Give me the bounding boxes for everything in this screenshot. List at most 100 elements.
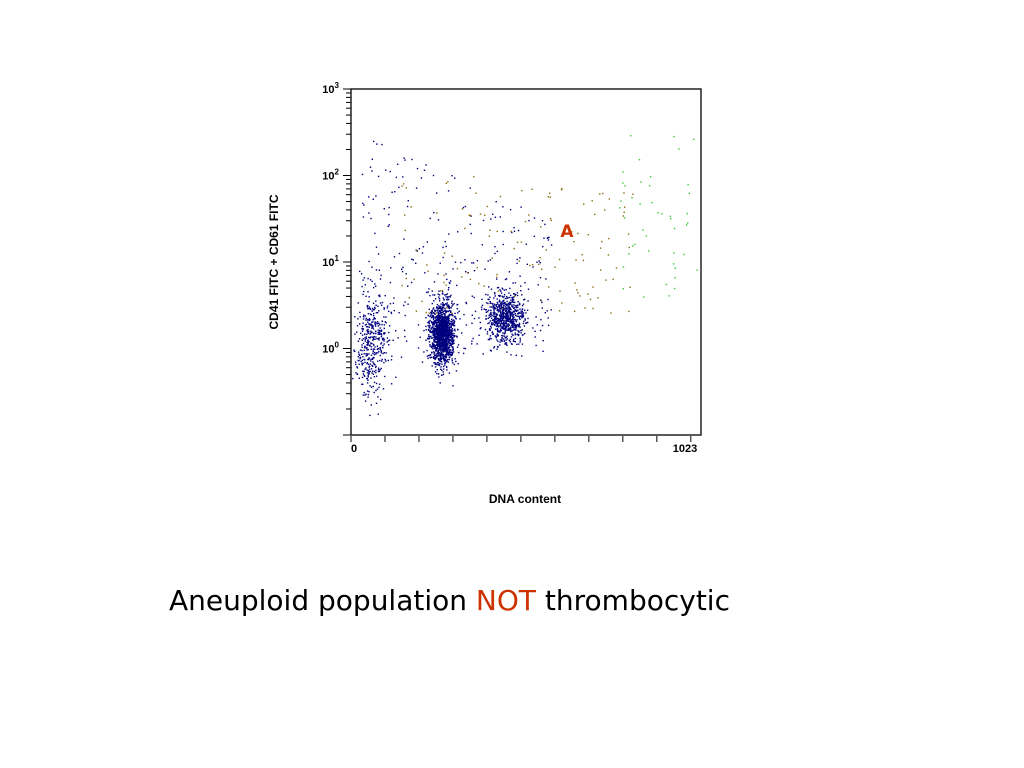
event-point bbox=[405, 277, 407, 280]
event-point bbox=[367, 396, 369, 398]
event-point bbox=[502, 335, 504, 337]
event-point bbox=[433, 321, 435, 323]
event-point bbox=[444, 324, 447, 326]
event-point bbox=[441, 326, 443, 329]
event-point bbox=[444, 334, 446, 336]
event-point bbox=[378, 295, 380, 297]
event-point bbox=[687, 222, 689, 224]
event-point bbox=[509, 326, 512, 328]
event-point bbox=[371, 170, 373, 172]
event-point bbox=[439, 332, 442, 335]
event-point bbox=[497, 303, 499, 305]
event-point bbox=[363, 204, 365, 206]
event-point bbox=[455, 317, 457, 319]
event-point bbox=[369, 307, 371, 310]
event-point bbox=[510, 294, 512, 297]
event-point bbox=[506, 300, 508, 303]
event-point bbox=[446, 302, 448, 304]
event-point bbox=[489, 320, 491, 322]
event-point bbox=[438, 359, 440, 361]
event-point bbox=[508, 310, 510, 312]
event-point bbox=[376, 321, 379, 323]
event-point bbox=[462, 206, 465, 209]
event-point bbox=[428, 320, 430, 323]
event-point bbox=[579, 295, 581, 297]
event-point bbox=[573, 240, 575, 243]
event-point bbox=[448, 317, 450, 320]
event-point bbox=[489, 306, 491, 308]
event-point bbox=[494, 317, 497, 319]
event-point bbox=[364, 324, 367, 326]
event-point bbox=[368, 323, 370, 325]
event-point bbox=[503, 340, 506, 342]
event-point bbox=[547, 239, 550, 241]
event-point bbox=[403, 183, 405, 185]
event-point bbox=[509, 209, 512, 211]
event-point bbox=[494, 315, 496, 318]
event-point bbox=[435, 346, 437, 349]
event-point bbox=[506, 316, 508, 319]
event-point bbox=[493, 323, 495, 325]
event-point bbox=[594, 213, 596, 216]
event-point bbox=[524, 309, 526, 311]
event-point bbox=[361, 327, 363, 330]
event-point bbox=[550, 219, 553, 222]
event-point bbox=[360, 360, 362, 363]
event-point bbox=[503, 301, 506, 304]
event-point bbox=[524, 319, 526, 321]
event-point bbox=[516, 262, 518, 265]
event-point bbox=[444, 346, 446, 348]
y-tick-label: 100 bbox=[322, 341, 339, 356]
event-point bbox=[375, 332, 377, 335]
event-point bbox=[520, 329, 522, 332]
event-point bbox=[451, 302, 453, 304]
event-point bbox=[379, 278, 382, 280]
event-point bbox=[526, 263, 528, 265]
event-point bbox=[513, 293, 516, 295]
event-point bbox=[519, 339, 522, 341]
event-point bbox=[444, 327, 446, 330]
event-point bbox=[447, 297, 449, 299]
event-point bbox=[445, 355, 447, 358]
event-point bbox=[501, 315, 504, 318]
event-point bbox=[439, 306, 441, 308]
event-point bbox=[438, 310, 440, 313]
event-point bbox=[441, 322, 443, 324]
event-point bbox=[432, 327, 434, 329]
event-point bbox=[501, 340, 503, 342]
event-point bbox=[451, 332, 454, 335]
event-point bbox=[435, 341, 437, 343]
event-point bbox=[534, 336, 536, 338]
event-point bbox=[489, 229, 491, 231]
event-point bbox=[368, 358, 370, 361]
event-point bbox=[449, 335, 451, 337]
event-point bbox=[437, 321, 439, 324]
event-point bbox=[623, 217, 626, 219]
event-point bbox=[368, 353, 370, 355]
event-point bbox=[521, 314, 524, 316]
event-point bbox=[438, 298, 441, 300]
event-point bbox=[378, 294, 381, 296]
event-point bbox=[511, 343, 513, 345]
event-point bbox=[521, 343, 524, 345]
event-point bbox=[384, 321, 386, 323]
event-point bbox=[362, 293, 364, 296]
event-point bbox=[447, 345, 449, 347]
event-point bbox=[521, 355, 523, 357]
event-point bbox=[365, 353, 367, 355]
event-point bbox=[385, 352, 387, 354]
event-point bbox=[353, 349, 355, 351]
event-point bbox=[542, 340, 544, 342]
event-point bbox=[367, 348, 369, 351]
event-point bbox=[432, 343, 435, 346]
event-point bbox=[512, 325, 514, 327]
event-point bbox=[375, 246, 378, 248]
event-point bbox=[522, 322, 525, 325]
event-point bbox=[441, 311, 443, 313]
event-point bbox=[360, 332, 362, 334]
event-point bbox=[372, 336, 375, 338]
event-point bbox=[527, 288, 530, 290]
event-point bbox=[526, 322, 528, 324]
event-point bbox=[366, 305, 368, 307]
event-point bbox=[424, 272, 426, 274]
